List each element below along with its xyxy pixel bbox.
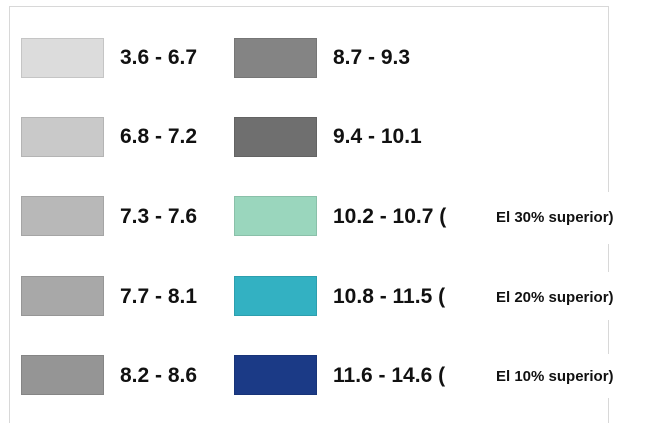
legend-percentile-note: El 20% superior)	[496, 289, 614, 306]
legend-swatch	[234, 196, 317, 236]
legend-swatch	[21, 355, 104, 395]
legend-swatch	[21, 38, 104, 78]
legend-range-label: 8.7 - 9.3	[333, 46, 411, 69]
legend-range-label: 3.6 - 6.7	[120, 46, 198, 69]
legend-swatch	[234, 355, 317, 395]
legend-percentile-note: El 10% superior)	[496, 368, 614, 385]
legend-range-label: 9.4 - 10.1	[333, 125, 422, 148]
legend-swatch	[234, 38, 317, 78]
legend-frame-right	[608, 320, 609, 354]
legend-swatch	[234, 276, 317, 316]
legend-swatch	[21, 117, 104, 157]
legend-percentile-note: El 30% superior)	[496, 209, 614, 226]
legend-frame-right	[608, 244, 609, 272]
legend-swatch	[234, 117, 317, 157]
legend-frame-right	[608, 6, 609, 192]
legend-range-label: 8.2 - 8.6	[120, 364, 198, 387]
legend-range-label: 10.2 - 10.7 (	[333, 205, 447, 228]
legend-swatch	[21, 276, 104, 316]
legend-range-label: 10.8 - 11.5 (	[333, 285, 446, 308]
legend-frame-left	[9, 6, 10, 423]
legend-range-label: 7.3 - 7.6	[120, 205, 198, 228]
legend-range-label: 6.8 - 7.2	[120, 125, 198, 148]
legend-frame-top	[9, 6, 608, 7]
legend-swatch	[21, 196, 104, 236]
legend-range-label: 11.6 - 14.6 (	[333, 364, 446, 387]
legend-range-label: 7.7 - 8.1	[120, 285, 198, 308]
legend-frame-right	[608, 398, 609, 423]
